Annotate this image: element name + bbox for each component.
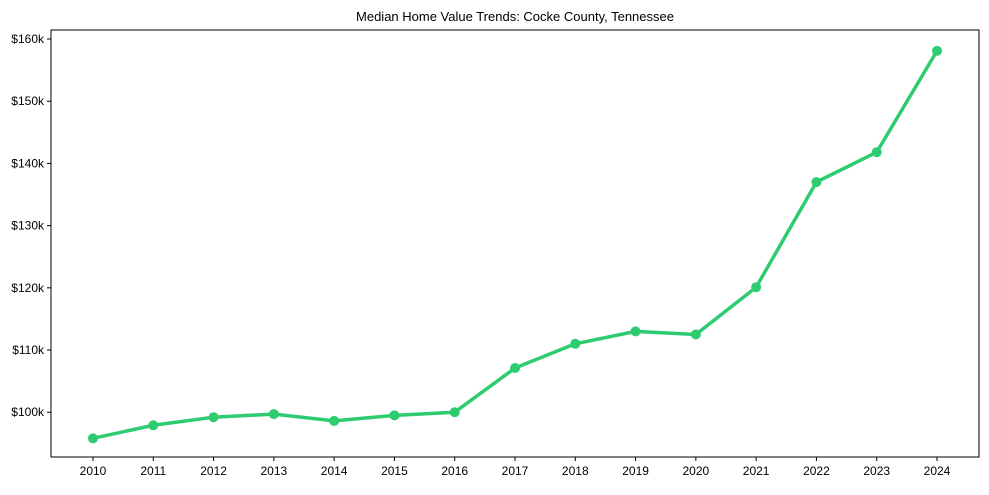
y-tick-label: $140k: [11, 156, 45, 170]
x-axis: 2010 2011 2012 2013 2014 2015 2016 2017 2018 2019…: [80, 457, 951, 478]
data-point: [148, 420, 159, 431]
y-tick-label: $120k: [11, 281, 45, 295]
x-tick-label: 2010: [80, 464, 107, 478]
x-tick-label: 2020: [683, 464, 710, 478]
x-tick-label: 2019: [622, 464, 649, 478]
y-tick-label: $150k: [11, 94, 45, 108]
x-tick-label: 2023: [863, 464, 890, 478]
data-point: [690, 329, 701, 340]
data-point: [811, 177, 822, 188]
x-tick-label: 2018: [562, 464, 589, 478]
plot-frame: [50, 29, 980, 458]
chart-title: Median Home Value Trends: Cocke County, …: [356, 9, 674, 24]
data-point: [389, 410, 400, 421]
y-tick-label: $100k: [11, 405, 45, 419]
data-point: [208, 412, 219, 423]
data-point: [268, 409, 279, 420]
x-tick-label: 2013: [261, 464, 288, 478]
data-point: [449, 407, 460, 418]
series-layer: [88, 45, 942, 444]
data-point: [329, 415, 340, 426]
x-tick-label: 2022: [803, 464, 830, 478]
y-tick-label: $130k: [11, 219, 45, 233]
data-point: [570, 338, 581, 349]
x-tick-label: 2012: [200, 464, 227, 478]
data-point: [871, 147, 882, 158]
series-line: [92, 49, 939, 441]
data-point: [88, 433, 98, 444]
x-tick-label: 2017: [502, 464, 529, 478]
data-point: [932, 45, 942, 56]
x-tick-label: 2014: [321, 464, 348, 478]
x-tick-label: 2016: [441, 464, 468, 478]
data-point: [630, 326, 641, 337]
y-tick-label: $160k: [11, 32, 45, 46]
x-tick-label: 2011: [140, 464, 166, 478]
y-axis: $100k $110k $120k $130k $140k $150k $160k: [11, 32, 51, 419]
x-tick-label: 2021: [743, 464, 770, 478]
y-tick-label: $110k: [12, 343, 45, 357]
x-tick-label: 2015: [381, 464, 408, 478]
data-point: [510, 363, 520, 374]
x-tick-label: 2024: [924, 464, 951, 478]
data-point: [751, 282, 762, 293]
